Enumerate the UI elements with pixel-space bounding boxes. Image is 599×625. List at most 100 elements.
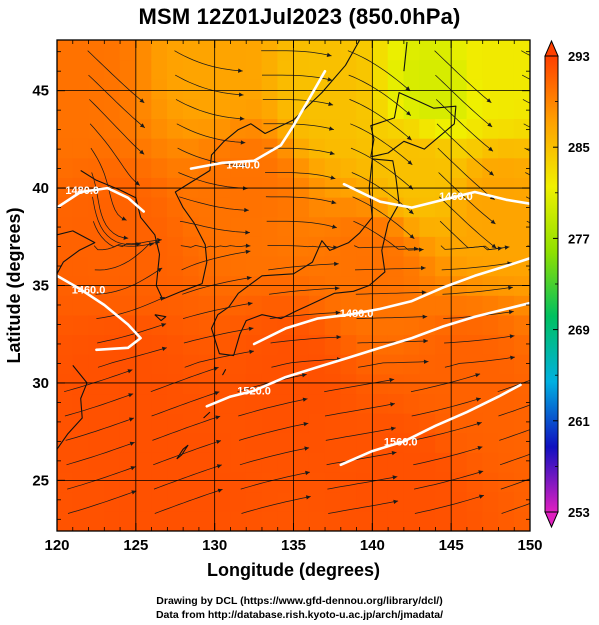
heatmap-cell	[261, 353, 279, 375]
heatmap-cell	[482, 452, 499, 473]
streamline-arrowhead	[332, 224, 337, 229]
heatmap-cell	[135, 177, 153, 198]
heatmap-cell	[324, 452, 342, 473]
streamline-arrowhead	[327, 77, 333, 82]
coastline	[57, 230, 96, 275]
heatmap-cell	[104, 373, 121, 395]
heatmap-cell	[104, 334, 121, 355]
heatmap-cell	[88, 157, 105, 178]
streamlines	[63, 50, 598, 514]
heatmap-cell	[182, 98, 200, 120]
credit-line-data-source: Data from http://database.rish.kyoto-u.a…	[155, 609, 444, 621]
streamline	[93, 239, 162, 251]
heatmap-cell	[88, 432, 105, 453]
heatmap-cell	[387, 373, 405, 395]
streamline-arrowhead	[157, 238, 162, 243]
streamline-arrowhead	[593, 253, 598, 257]
heatmap-cell	[372, 452, 389, 473]
heatmap-cell	[482, 334, 499, 355]
heatmap-cell	[513, 137, 530, 159]
heatmap-cell	[151, 177, 168, 198]
streamline-arrowhead	[129, 417, 134, 422]
streamline	[499, 453, 530, 466]
heatmap-cell	[72, 452, 90, 473]
heatmap-cell	[403, 471, 421, 493]
streamline	[269, 287, 340, 295]
streamline	[438, 172, 496, 225]
streamline	[96, 296, 165, 319]
heatmap-cell	[435, 255, 452, 277]
heatmap-cell	[387, 412, 405, 434]
heatmap-cell	[419, 216, 436, 237]
heatmap-cell	[403, 98, 421, 120]
heatmap-cell	[466, 432, 484, 453]
heatmap-cell	[119, 196, 137, 218]
streamline-arrowhead	[217, 488, 223, 493]
heatmap-cell	[57, 196, 74, 218]
streamline	[525, 172, 530, 176]
streamline-arrowhead	[406, 135, 412, 141]
contour-line	[57, 186, 145, 213]
heatmap-cell	[151, 196, 168, 218]
heatmap-cell	[261, 295, 279, 316]
heatmap-cell	[435, 157, 452, 178]
heatmap-cell	[513, 40, 530, 61]
heatmap-cell	[324, 157, 342, 178]
heatmap-cell	[245, 255, 263, 277]
heatmap-cell	[308, 491, 326, 512]
contour-line	[205, 301, 530, 408]
heatmap-cell	[230, 137, 247, 159]
heatmap-cell	[419, 59, 436, 80]
heatmap-cell	[214, 59, 231, 80]
streamline-arrowhead	[302, 397, 308, 402]
streamline-arrowhead	[246, 276, 252, 281]
heatmap-cell	[72, 236, 90, 257]
heatmap-cell	[403, 255, 421, 277]
streamline	[347, 50, 411, 92]
heatmap-cell	[151, 137, 168, 159]
heatmap-cell	[498, 98, 515, 120]
streamline	[350, 123, 413, 166]
heatmap-cell	[513, 432, 530, 453]
heatmap-cell	[293, 491, 310, 512]
streamline	[154, 488, 223, 514]
heatmap-cell	[513, 59, 530, 80]
x-axis-label: Longitude (degrees)	[207, 560, 380, 580]
contour-line	[189, 69, 327, 170]
streamline	[326, 451, 397, 466]
streamline-arrowhead	[587, 116, 592, 120]
heatmap-cell	[167, 393, 184, 414]
heatmap-cell	[214, 40, 231, 61]
heatmap-cell	[167, 471, 184, 493]
heatmap-cell	[419, 373, 436, 395]
y-tick-label: 40	[32, 180, 49, 197]
streamline	[265, 196, 337, 204]
streamline-arrowhead	[504, 245, 510, 250]
heatmap-cell	[372, 334, 389, 355]
y-tick-label: 30	[32, 375, 49, 392]
streamline	[325, 427, 396, 441]
heatmap-cell	[513, 334, 530, 355]
heatmap-cell	[182, 40, 200, 61]
streamline-arrowhead	[304, 446, 310, 451]
heatmap-cell	[387, 353, 405, 375]
streamline-arrowhead	[477, 446, 483, 451]
heatmap-cell	[435, 511, 452, 531]
heatmap-cell	[88, 491, 105, 512]
heatmap-cell	[214, 314, 231, 336]
heatmap-cell	[277, 59, 294, 80]
heatmap-cell	[261, 314, 279, 336]
heatmap-cell	[324, 432, 342, 453]
streamline-arrowhead	[155, 240, 160, 245]
heatmap-cell	[230, 196, 247, 218]
heatmap-cell	[104, 452, 121, 473]
heatmap-cell	[182, 412, 200, 434]
heatmap-cell	[372, 40, 389, 61]
heatmap-cell	[324, 314, 342, 336]
heatmap-cell	[88, 314, 105, 336]
streamline	[528, 269, 530, 271]
heatmap-cell	[324, 491, 342, 512]
heatmap-cell	[340, 314, 358, 336]
heatmap-cell	[482, 491, 499, 512]
streamline-arrowhead	[334, 286, 340, 291]
